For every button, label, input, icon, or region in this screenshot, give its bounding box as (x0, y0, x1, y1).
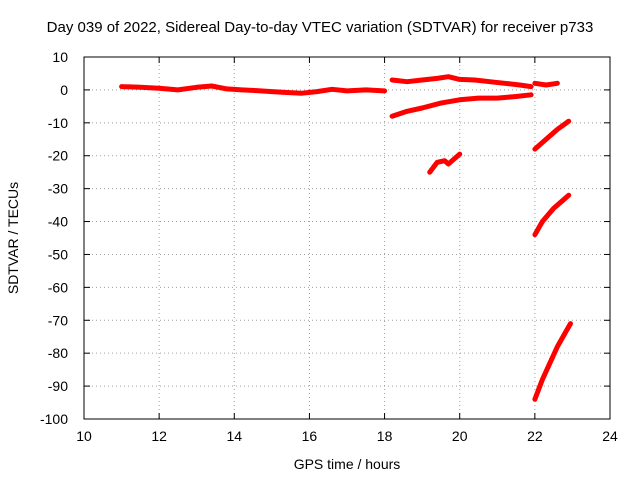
x-tick-label: 24 (602, 428, 618, 444)
series-arc-6 (532, 118, 572, 152)
x-tick-label: 18 (377, 428, 393, 444)
series-arc-7 (532, 192, 572, 238)
y-tick-label: 0 (60, 82, 68, 98)
axis-ticks: 10 12 14 16 18 20 22 24 10 0 -10 -20 -30 -40 -50 -60 -70… (40, 49, 618, 444)
y-axis-label: SDTVAR / TECUs (5, 182, 21, 294)
y-tick-label: -60 (48, 279, 68, 295)
series-arc-5 (427, 151, 463, 175)
chart-title: Day 039 of 2022, Sidereal Day-to-day VTE… (47, 19, 594, 36)
y-tick-label: -20 (48, 148, 68, 164)
x-axis-label: GPS time / hours (294, 456, 401, 472)
y-tick-label: -100 (40, 411, 68, 427)
grid (84, 57, 610, 419)
x-tick-label: 10 (76, 428, 92, 444)
y-tick-label: -40 (48, 214, 68, 230)
y-tick-label: -50 (48, 246, 68, 262)
data-series (119, 74, 573, 402)
y-tick-label: -90 (48, 378, 68, 394)
y-tick-label: -30 (48, 181, 68, 197)
x-tick-label: 22 (527, 428, 543, 444)
x-tick-label: 14 (226, 428, 242, 444)
y-tick-label: -80 (48, 345, 68, 361)
series-arc-3 (389, 92, 534, 119)
series-arc-8 (532, 321, 573, 402)
series-arc-2 (389, 74, 534, 90)
y-tick-label: -70 (48, 312, 68, 328)
x-tick-label: 12 (151, 428, 167, 444)
y-tick-label: -10 (48, 115, 68, 131)
y-tick-label: 10 (52, 49, 68, 65)
series-arc-1 (119, 83, 388, 96)
x-tick-label: 16 (302, 428, 318, 444)
plot-frame (83, 56, 611, 420)
x-tick-label: 20 (452, 428, 468, 444)
series-arc-4 (532, 80, 560, 88)
